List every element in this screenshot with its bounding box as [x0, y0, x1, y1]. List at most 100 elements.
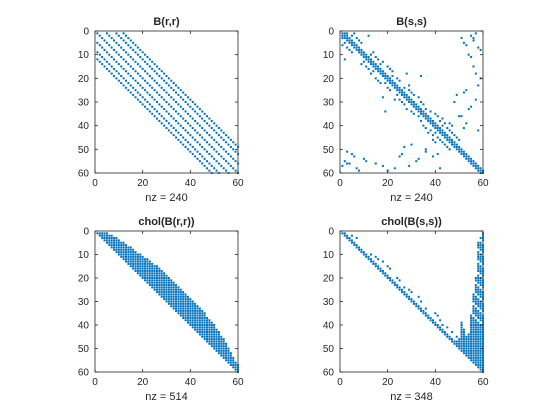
nonzero-marker — [474, 298, 477, 301]
nonzero-marker — [374, 162, 377, 165]
nonzero-marker — [182, 127, 185, 130]
nonzero-marker — [105, 67, 108, 70]
nonzero-marker — [472, 326, 475, 329]
nonzero-marker — [446, 136, 449, 139]
nonzero-marker — [167, 281, 170, 284]
nonzero-marker — [458, 340, 461, 343]
nonzero-marker — [427, 314, 430, 317]
nonzero-marker — [153, 269, 156, 272]
panel-title: B(r,r) — [153, 16, 180, 28]
nonzero-marker — [482, 251, 484, 254]
nonzero-marker — [129, 248, 132, 251]
nonzero-marker — [196, 309, 199, 312]
nonzero-marker — [127, 260, 130, 263]
nonzero-marker — [120, 248, 123, 251]
nonzero-marker — [117, 246, 120, 249]
nonzero-marker — [460, 326, 463, 329]
nonzero-marker — [132, 48, 135, 51]
nonzero-marker — [479, 361, 482, 364]
nonzero-marker — [132, 258, 135, 261]
nonzero-marker — [381, 74, 384, 77]
nonzero-marker — [160, 86, 163, 89]
nonzero-marker — [403, 96, 406, 99]
nonzero-marker — [474, 32, 477, 35]
nonzero-marker — [474, 331, 477, 334]
nonzero-marker — [184, 316, 187, 319]
nonzero-marker — [360, 251, 363, 254]
nonzero-marker — [474, 162, 477, 165]
nonzero-marker — [134, 70, 137, 73]
nonzero-marker — [474, 321, 477, 324]
nonzero-marker — [203, 326, 206, 329]
nonzero-marker — [175, 305, 178, 308]
nonzero-marker — [405, 72, 408, 75]
nonzero-marker — [234, 160, 237, 163]
nonzero-marker — [215, 131, 218, 134]
nonzero-marker — [479, 345, 482, 348]
nonzero-marker — [420, 119, 423, 122]
nonzero-marker — [189, 321, 192, 324]
nonzero-marker — [210, 331, 213, 334]
nonzero-marker — [120, 74, 123, 77]
nonzero-marker — [222, 342, 225, 345]
nonzero-marker — [136, 260, 139, 263]
nonzero-marker — [148, 84, 151, 87]
nonzero-marker — [144, 98, 147, 101]
nonzero-marker — [346, 234, 349, 237]
nonzero-marker — [479, 338, 482, 341]
nonzero-marker — [477, 281, 480, 284]
nonzero-marker — [467, 335, 470, 338]
nonzero-marker — [151, 262, 154, 265]
nonzero-marker — [477, 251, 480, 254]
nonzero-marker — [158, 291, 161, 294]
nonzero-marker — [124, 51, 127, 54]
nonzero-marker — [101, 56, 104, 59]
nonzero-marker — [189, 300, 192, 303]
nonzero-marker — [184, 110, 187, 113]
nonzero-marker — [175, 136, 178, 139]
nonzero-marker — [424, 112, 427, 115]
nonzero-marker — [415, 302, 418, 305]
nonzero-marker — [379, 269, 382, 272]
nonzero-marker — [341, 34, 344, 37]
nonzero-marker — [474, 349, 477, 352]
nonzero-marker — [175, 300, 178, 303]
nonzero-marker — [482, 298, 484, 301]
nonzero-marker — [460, 333, 463, 336]
nonzero-marker — [391, 74, 394, 77]
nonzero-marker — [222, 352, 225, 355]
nonzero-marker — [422, 112, 425, 115]
nonzero-marker — [103, 237, 106, 240]
nonzero-marker — [405, 295, 408, 298]
nonzero-marker — [396, 93, 399, 96]
nonzero-marker — [462, 342, 465, 345]
nonzero-marker — [158, 267, 161, 270]
nonzero-marker — [422, 309, 425, 312]
y-tick-label: 60 — [78, 368, 90, 379]
nonzero-marker — [477, 363, 480, 366]
nonzero-marker — [443, 331, 446, 334]
nonzero-marker — [417, 307, 420, 310]
nonzero-marker — [191, 108, 194, 111]
nonzero-marker — [479, 248, 482, 251]
nonzero-marker — [217, 127, 220, 130]
nonzero-marker — [110, 237, 113, 240]
nonzero-marker — [424, 108, 427, 111]
nonzero-marker — [129, 265, 132, 268]
nonzero-marker — [167, 279, 170, 282]
nonzero-marker — [477, 167, 480, 170]
nonzero-marker — [127, 89, 130, 92]
nonzero-marker — [360, 41, 363, 44]
nonzero-marker — [184, 302, 187, 305]
nonzero-marker — [462, 340, 465, 343]
nonzero-marker — [206, 167, 209, 170]
y-tick-label: 10 — [78, 250, 90, 261]
nonzero-marker — [477, 345, 480, 348]
nonzero-marker — [441, 117, 444, 120]
nonzero-marker — [210, 172, 213, 174]
nonzero-marker — [360, 48, 363, 51]
nonzero-marker — [136, 63, 139, 66]
nonzero-marker — [225, 347, 228, 350]
nonzero-marker — [227, 162, 230, 165]
